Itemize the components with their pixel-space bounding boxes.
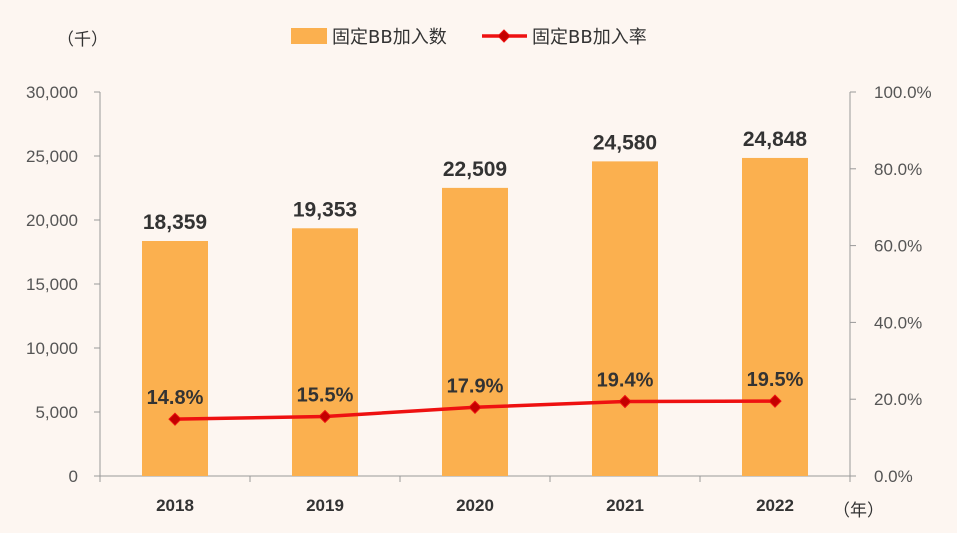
legend: 固定BB加入数 固定BB加入率 bbox=[291, 27, 647, 48]
bar-value-label: 24,580 bbox=[593, 131, 657, 154]
right-tick-label: 60.0% bbox=[874, 237, 922, 256]
rate-value-label: 19.4% bbox=[597, 370, 654, 392]
legend-bar-label: 固定BB加入数 bbox=[332, 27, 447, 48]
bars-group bbox=[142, 157, 808, 476]
left-tick-label: 10,000 bbox=[26, 339, 78, 358]
right-tick-label: 80.0% bbox=[874, 160, 922, 179]
legend-line-marker bbox=[497, 29, 511, 43]
left-tick-label: 30,000 bbox=[26, 83, 78, 102]
right-tick-label: 40.0% bbox=[874, 313, 922, 332]
rate-line-group bbox=[168, 394, 782, 426]
right-tick-label: 100.0% bbox=[874, 83, 932, 102]
x-tick-label: 2019 bbox=[306, 496, 344, 515]
legend-line-label: 固定BB加入率 bbox=[532, 27, 647, 48]
rate-value-label: 17.9% bbox=[447, 375, 504, 397]
rate-marker bbox=[168, 412, 182, 426]
x-tick-label: 2018 bbox=[156, 496, 194, 515]
right-tick-label: 0.0% bbox=[874, 467, 913, 486]
data-labels-group: 18,359 19,353 22,509 24,580 24,848 14.8% 15.5%… bbox=[143, 128, 808, 409]
left-tick-label: 25,000 bbox=[26, 147, 78, 166]
bar-value-label: 19,353 bbox=[293, 198, 357, 221]
bar-value-label: 22,509 bbox=[443, 158, 507, 181]
rate-value-label: 14.8% bbox=[147, 387, 204, 409]
rate-marker bbox=[468, 400, 482, 414]
left-tick-label: 20,000 bbox=[26, 211, 78, 230]
x-tick-label: 2020 bbox=[456, 496, 494, 515]
rate-marker bbox=[318, 409, 332, 424]
left-axis-unit: （千） bbox=[57, 30, 108, 50]
rate-marker bbox=[618, 394, 632, 409]
bar bbox=[592, 161, 658, 476]
left-tick-label: 5,000 bbox=[35, 403, 78, 422]
left-tick-label: 0 bbox=[69, 467, 78, 486]
x-tick-label: 2021 bbox=[606, 496, 644, 515]
rate-value-label: 19.5% bbox=[747, 369, 804, 391]
right-tick-label: 20.0% bbox=[874, 390, 922, 409]
bar bbox=[442, 187, 508, 476]
rate-value-label: 15.5% bbox=[297, 384, 354, 406]
axes-group: 0 5,000 10,000 15,000 20,000 25,000 30,000 0.0%… bbox=[26, 30, 932, 521]
bar bbox=[292, 228, 358, 476]
left-tick-label: 15,000 bbox=[26, 275, 78, 294]
rate-marker bbox=[768, 394, 782, 408]
x-tick-label: 2022 bbox=[756, 496, 794, 515]
legend-bar-swatch bbox=[291, 28, 327, 44]
bar-value-label: 24,848 bbox=[743, 128, 808, 151]
x-axis-unit: （年） bbox=[833, 501, 884, 521]
bar-value-label: 18,359 bbox=[143, 211, 207, 234]
bar bbox=[742, 157, 808, 476]
bar bbox=[142, 241, 208, 476]
